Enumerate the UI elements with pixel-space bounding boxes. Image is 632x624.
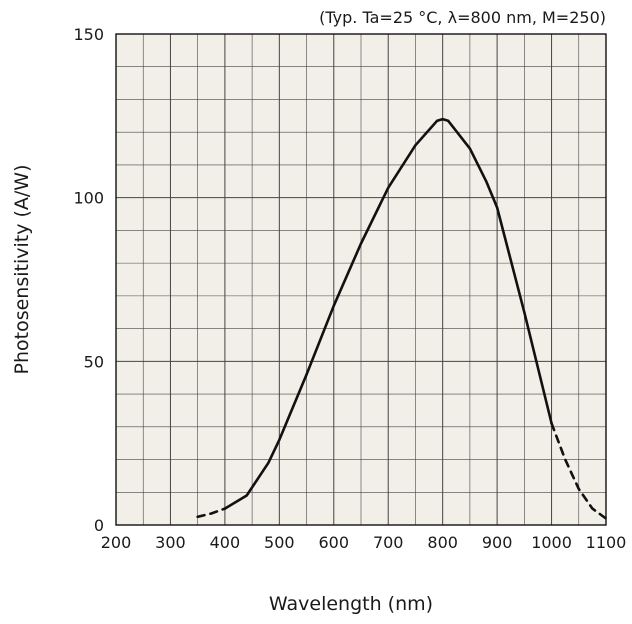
x-tick-labels: 200 300 400 500 600 700 800 900 1000 1100 (101, 533, 627, 552)
x-tick-label: 700 (373, 533, 404, 552)
y-tick-label: 150 (73, 25, 104, 44)
y-tick-label: 100 (73, 189, 104, 208)
x-tick-label: 800 (427, 533, 458, 552)
measurement-condition-note: (Typ. Ta=25 °C, λ=800 nm, M=250) (319, 8, 606, 27)
x-tick-label: 500 (264, 533, 295, 552)
x-tick-label: 600 (319, 533, 350, 552)
y-axis-title: Photosensitivity (A/W) (11, 164, 33, 374)
y-tick-label: 50 (84, 352, 104, 371)
x-tick-label: 1000 (531, 533, 572, 552)
y-tick-labels: 0 50 100 150 (73, 25, 104, 535)
x-tick-label: 400 (210, 533, 241, 552)
x-tick-label: 900 (482, 533, 513, 552)
x-tick-label: 1100 (586, 533, 627, 552)
y-tick-label: 0 (94, 516, 104, 535)
x-tick-label: 200 (101, 533, 132, 552)
x-tick-label: 300 (155, 533, 186, 552)
x-axis-title: Wavelength (nm) (269, 593, 433, 615)
